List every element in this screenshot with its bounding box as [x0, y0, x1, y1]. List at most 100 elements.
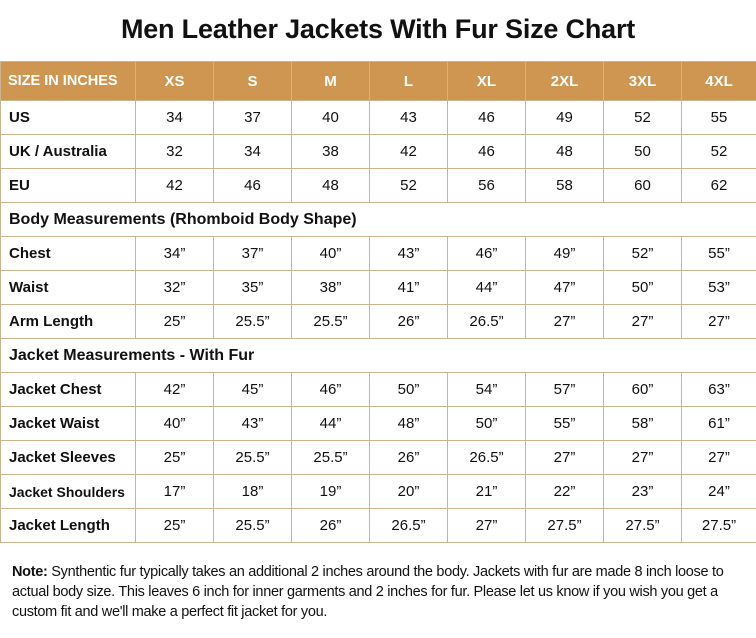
table-cell: 60” [603, 372, 682, 407]
table-cell: 26.5” [369, 508, 448, 543]
table-cell: 44” [447, 270, 526, 305]
table-cell: 19” [291, 474, 370, 509]
table-cell: 38 [291, 134, 370, 169]
row-label: UK / Australia [0, 134, 136, 169]
header-size-3xl: 3XL [603, 61, 682, 101]
section-row: Jacket Measurements - With Fur [0, 338, 756, 373]
table-cell: 35” [213, 270, 292, 305]
row-label: Waist [0, 270, 136, 305]
row-label: Jacket Waist [0, 406, 136, 441]
note-text: Synthentic fur typically takes an additi… [12, 564, 724, 620]
table-cell: 34 [213, 134, 292, 169]
table-row: Chest 34” 37” 40” 43” 46” 49” 52” 55” [0, 236, 756, 271]
table-cell: 42” [135, 372, 214, 407]
section-row: Body Measurements (Rhomboid Body Shape) [0, 202, 756, 237]
table-row: EU 42 46 48 52 56 58 60 62 [0, 168, 756, 203]
table-cell: 25.5” [291, 440, 370, 475]
header-size-s: S [213, 61, 292, 101]
header-size-4xl: 4XL [681, 61, 756, 101]
row-label: Arm Length [0, 304, 136, 339]
table-cell: 25.5” [213, 440, 292, 475]
row-label: Jacket Chest [0, 372, 136, 407]
table-cell: 25” [135, 304, 214, 339]
table-cell: 34” [135, 236, 214, 271]
table-cell: 40 [291, 100, 370, 135]
table-cell: 27” [603, 304, 682, 339]
table-cell: 27” [681, 304, 756, 339]
table-cell: 25.5” [213, 508, 292, 543]
table-cell: 52” [603, 236, 682, 271]
table-cell: 18” [213, 474, 292, 509]
table-cell: 49” [525, 236, 604, 271]
table-row: Jacket Sleeves 25” 25.5” 25.5” 26” 26.5” 27” 27… [0, 440, 756, 475]
table-cell: 50” [369, 372, 448, 407]
size-chart-table: SIZE IN INCHES XS S M L XL 2XL 3XL 4XL US 34 37 40 4… [0, 61, 756, 543]
table-cell: 48 [525, 134, 604, 169]
table-cell: 50” [447, 406, 526, 441]
note-label: Note: [12, 564, 48, 580]
table-cell: 34 [135, 100, 214, 135]
table-cell: 40” [135, 406, 214, 441]
table-cell: 44” [291, 406, 370, 441]
table-cell: 27” [681, 440, 756, 475]
header-size-m: M [291, 61, 370, 101]
table-cell: 26.5” [447, 440, 526, 475]
row-label: EU [0, 168, 136, 203]
table-cell: 25.5” [213, 304, 292, 339]
row-label: US [0, 100, 136, 135]
table-cell: 26” [369, 440, 448, 475]
table-cell: 43” [369, 236, 448, 271]
table-cell: 25.5” [291, 304, 370, 339]
table-row: US 34 37 40 43 46 49 52 55 [0, 100, 756, 135]
table-cell: 60 [603, 168, 682, 203]
table-cell: 47” [525, 270, 604, 305]
table-cell: 48 [291, 168, 370, 203]
table-cell: 46 [447, 100, 526, 135]
table-cell: 25” [135, 440, 214, 475]
table-cell: 50” [603, 270, 682, 305]
table-cell: 46 [447, 134, 526, 169]
row-label: Chest [0, 236, 136, 271]
table-cell: 57” [525, 372, 604, 407]
table-cell: 26.5” [447, 304, 526, 339]
table-row: UK / Australia 32 34 38 42 46 48 50 52 [0, 134, 756, 169]
table-cell: 53” [681, 270, 756, 305]
table-cell: 58 [525, 168, 604, 203]
table-cell: 43 [369, 100, 448, 135]
table-cell: 27” [525, 440, 604, 475]
table-cell: 43” [213, 406, 292, 441]
table-cell: 32” [135, 270, 214, 305]
table-cell: 45” [213, 372, 292, 407]
table-cell: 46” [291, 372, 370, 407]
header-size-xl: XL [447, 61, 526, 101]
section-heading: Body Measurements (Rhomboid Body Shape) [0, 202, 756, 237]
table-cell: 55” [681, 236, 756, 271]
table-cell: 32 [135, 134, 214, 169]
header-size-xs: XS [135, 61, 214, 101]
table-cell: 26” [291, 508, 370, 543]
table-cell: 55” [525, 406, 604, 441]
table-cell: 27.5” [681, 508, 756, 543]
note: Note: Synthentic fur typically takes an … [12, 562, 742, 622]
table-cell: 17” [135, 474, 214, 509]
table-cell: 52 [369, 168, 448, 203]
table-cell: 58” [603, 406, 682, 441]
table-cell: 42 [369, 134, 448, 169]
header-size-2xl: 2XL [525, 61, 604, 101]
table-header-row: SIZE IN INCHES XS S M L XL 2XL 3XL 4XL [0, 61, 756, 101]
table-cell: 46 [213, 168, 292, 203]
table-cell: 54” [447, 372, 526, 407]
table-cell: 26” [369, 304, 448, 339]
page-title: Men Leather Jackets With Fur Size Chart [120, 14, 636, 44]
table-cell: 37” [213, 236, 292, 271]
table-cell: 61” [681, 406, 756, 441]
table-row: Jacket Shoulders 17” 18” 19” 20” 21” 22” 23” 24” [0, 474, 756, 509]
table-cell: 27” [603, 440, 682, 475]
header-size-label: SIZE IN INCHES [0, 61, 136, 101]
table-row: Arm Length 25” 25.5” 25.5” 26” 26.5” 27” 27” 27” [0, 304, 756, 339]
table-row: Jacket Length 25” 25.5” 26” 26.5” 27” 27.5” 27.… [0, 508, 756, 543]
table-row: Jacket Chest 42” 45” 46” 50” 54” 57” 60” 63” [0, 372, 756, 407]
table-cell: 50 [603, 134, 682, 169]
table-cell: 46” [447, 236, 526, 271]
table-cell: 56 [447, 168, 526, 203]
